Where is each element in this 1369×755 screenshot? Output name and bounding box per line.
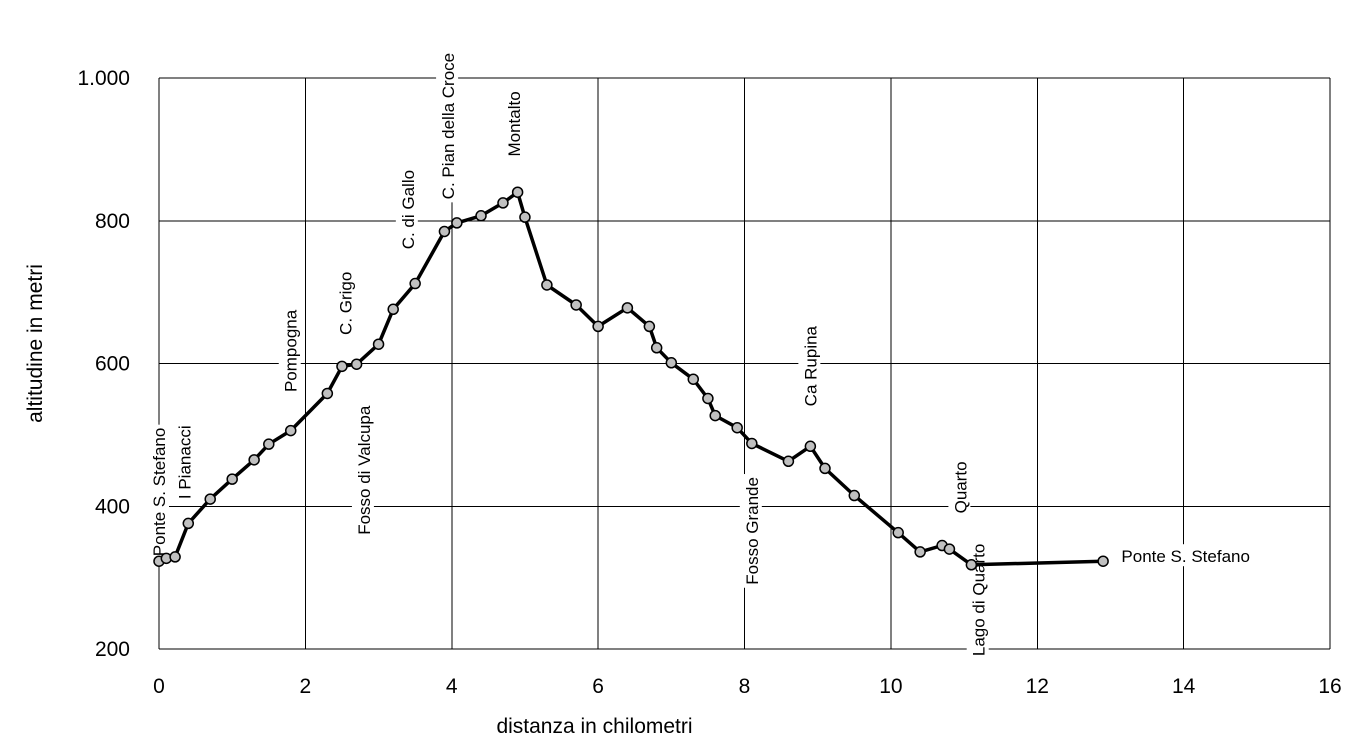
data-point <box>848 489 861 502</box>
data-point <box>819 462 831 475</box>
data-point <box>650 342 663 354</box>
x-axis-ticks: 0 2 4 6 8 10 12 14 16 <box>153 675 1342 698</box>
place-label: C. di Gallo <box>395 166 418 253</box>
data-point <box>943 543 956 555</box>
place-label: Lago di Quarto <box>966 540 989 660</box>
place-label-text: Lago di Quarto <box>970 544 989 656</box>
place-label-text: C. Pian della Croce <box>439 53 458 199</box>
place-label-text: Fosso Grande <box>743 477 762 585</box>
place-label: Pompogna <box>278 306 301 396</box>
place-label: Ca Rupina <box>798 322 821 410</box>
data-point <box>248 454 260 466</box>
place-annotations: Ponte S. Stefano I Pianacci Pompogna C. Gri… <box>147 49 1253 660</box>
y-axis-ticks: 200 400 600 800 1.000 <box>77 67 130 661</box>
y-tick-label: 200 <box>95 638 130 661</box>
data-point <box>621 302 634 314</box>
y-tick-label: 1.000 <box>77 67 130 90</box>
x-tick-label: 2 <box>300 675 312 698</box>
place-label: Quarto <box>948 458 971 517</box>
y-tick-label: 800 <box>95 210 130 233</box>
data-point <box>204 493 216 505</box>
data-point <box>687 373 700 385</box>
place-label: I Pianacci <box>172 422 195 503</box>
data-point <box>263 438 275 450</box>
place-label-text: Pompogna <box>282 309 301 392</box>
data-point <box>497 197 509 209</box>
x-tick-label: 10 <box>879 675 902 698</box>
data-point <box>372 338 385 350</box>
y-tick-label: 600 <box>95 353 130 376</box>
data-point <box>169 551 181 563</box>
place-label: Fosso Grande <box>739 474 762 588</box>
data-point <box>892 526 904 539</box>
data-point <box>914 546 926 558</box>
place-label-text: C. Grigo <box>337 272 356 335</box>
elevation-points <box>153 186 1109 571</box>
data-point <box>702 392 714 405</box>
data-point <box>709 409 721 422</box>
data-point <box>570 299 582 311</box>
data-point <box>336 360 348 373</box>
place-label: Ponte S. Stefano <box>1118 544 1253 567</box>
place-label-text: Ponte S. Stefano <box>150 428 169 557</box>
y-tick-label: 400 <box>95 495 130 518</box>
data-point <box>804 440 817 453</box>
x-axis-label: distanza in chilometri <box>496 715 692 738</box>
y-axis-label: altitudine in metri <box>24 264 47 423</box>
data-point <box>592 320 604 333</box>
place-label-text: I Pianacci <box>176 425 195 499</box>
x-tick-label: 6 <box>592 675 604 698</box>
place-label: Ponte S. Stefano <box>147 424 169 560</box>
data-point <box>643 320 656 333</box>
place-label-text: Ca Rupina <box>801 325 820 406</box>
data-point <box>284 424 297 437</box>
data-point <box>451 217 463 229</box>
place-label-text: C. di Gallo <box>399 170 418 249</box>
data-point <box>965 559 978 571</box>
data-point <box>226 473 238 485</box>
x-tick-label: 16 <box>1318 675 1341 698</box>
data-point <box>511 186 524 198</box>
x-tick-label: 8 <box>739 675 751 698</box>
data-point <box>182 517 195 530</box>
data-point <box>475 210 487 222</box>
data-point <box>409 277 421 290</box>
x-tick-label: 14 <box>1172 675 1196 698</box>
x-tick-label: 0 <box>153 675 165 698</box>
place-label: C. Grigo <box>333 268 356 338</box>
place-label-text: Fosso di Valcupa <box>355 405 374 535</box>
x-tick-label: 4 <box>446 675 458 698</box>
data-point <box>321 387 334 400</box>
data-point <box>746 437 758 450</box>
data-point <box>731 421 743 434</box>
x-tick-label: 12 <box>1026 675 1049 698</box>
data-point <box>541 279 553 291</box>
place-label-text: Ponte S. Stefano <box>1121 547 1250 566</box>
place-label-text: Quarto <box>951 461 970 513</box>
place-label: Montalto <box>501 88 524 160</box>
place-label: Fosso di Valcupa <box>351 402 374 538</box>
data-point <box>519 211 531 223</box>
data-point <box>350 358 363 370</box>
place-label: C. Pian della Croce <box>436 49 459 203</box>
place-label-text: Montalto <box>505 91 524 156</box>
data-point <box>1097 555 1109 567</box>
data-point <box>665 357 678 369</box>
data-point <box>438 225 451 238</box>
data-point <box>387 303 399 316</box>
data-point <box>782 455 795 468</box>
